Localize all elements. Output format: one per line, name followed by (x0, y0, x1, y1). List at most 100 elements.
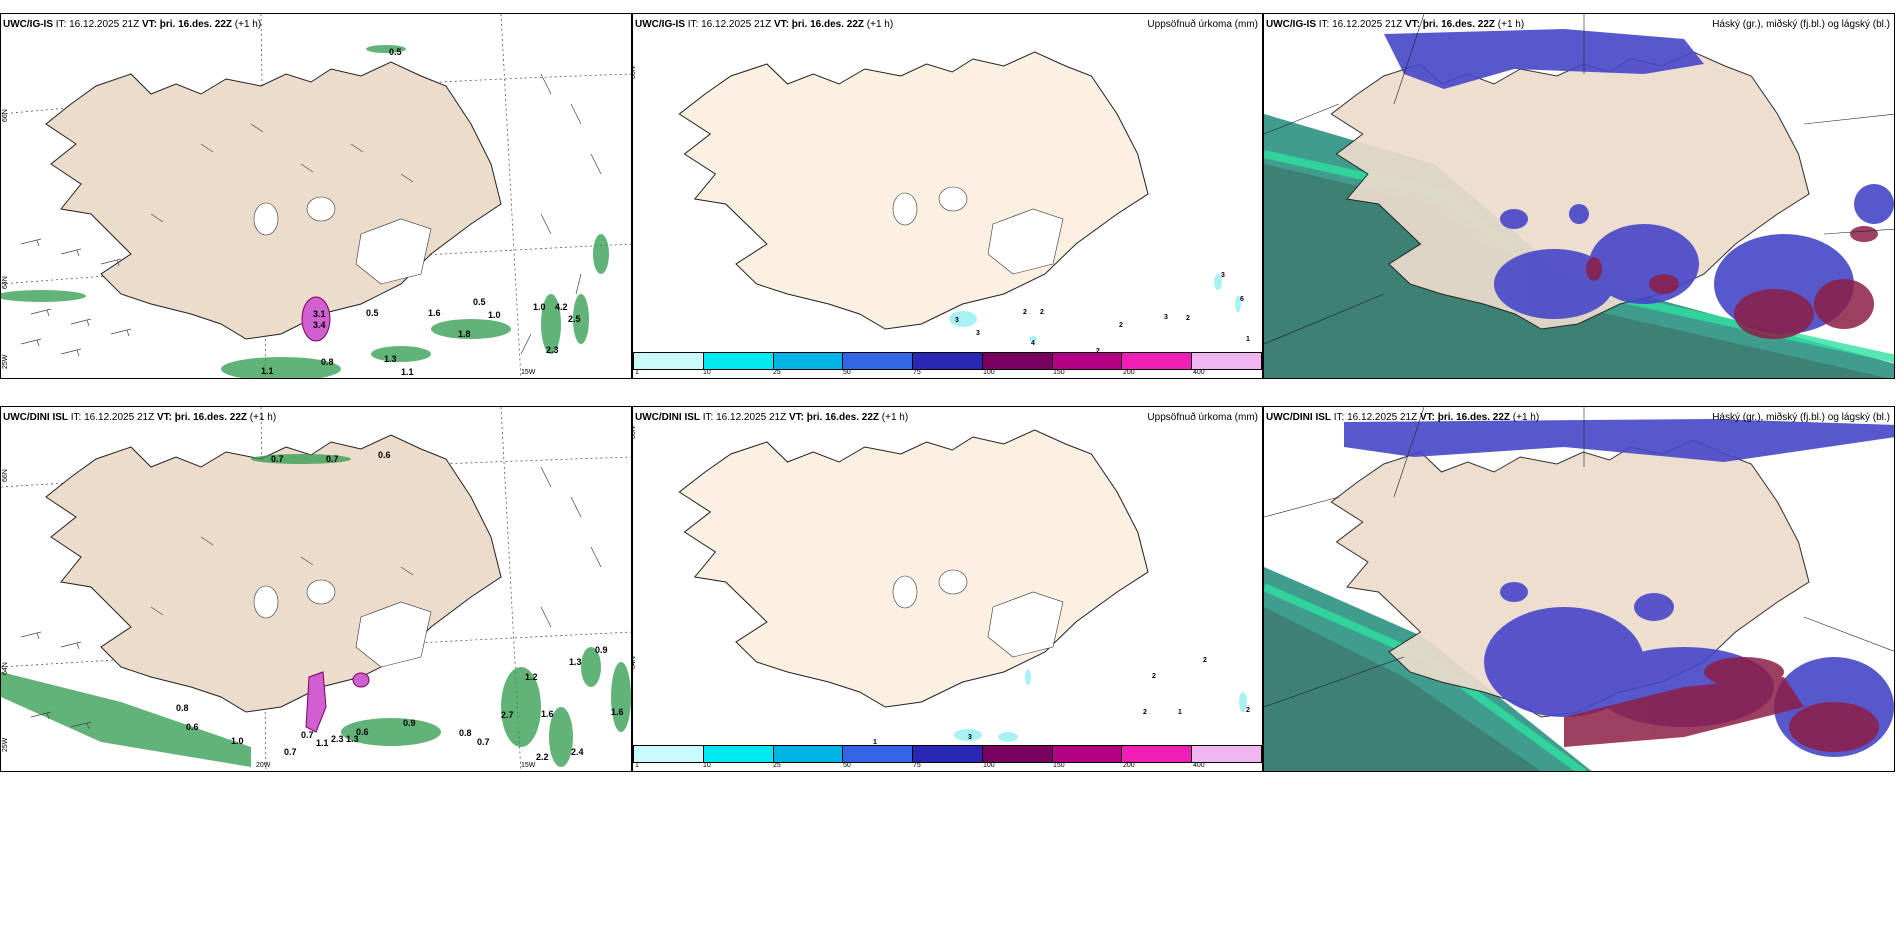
wind-value: 0.7 (326, 454, 339, 464)
wind-value: 0.7 (271, 454, 284, 464)
wind-value: 1.3 (346, 734, 359, 744)
wind-value: 1.6 (428, 308, 441, 318)
panel-header: UWC/DINI ISL IT: 16.12.2025 21Z VT: þri.… (635, 412, 909, 423)
cloud-map-row1: UWC/IG-IS IT: 16.12.2025 21Z VT: þri. 16… (1263, 13, 1895, 379)
colorbar-tick: 25 (773, 369, 781, 376)
lon-label-mid: 20W (256, 762, 271, 769)
colorbar-tick: 400 (1193, 762, 1205, 769)
wind-value: 1.3 (569, 657, 582, 667)
wind-value: 0.8 (459, 728, 472, 738)
precip-value: 2 (1119, 322, 1123, 329)
cloud-map-row2: UWC/DINI ISL IT: 16.12.2025 21Z VT: þri.… (1263, 406, 1895, 772)
colorbar-tick: 200 (1123, 762, 1135, 769)
colorbar-tick: 1 (635, 762, 639, 769)
wind-value: 0.5 (389, 47, 402, 57)
colorbar-segment (1052, 746, 1123, 762)
precip-value: 2 (1143, 709, 1147, 716)
precip-colorbar (633, 745, 1262, 763)
precip-colorbar (633, 352, 1262, 370)
wind-value: 0.5 (473, 297, 486, 307)
colorbar-tick: 1 (635, 369, 639, 376)
wind-value: 1.0 (231, 736, 244, 746)
colorbar-segment (913, 353, 983, 369)
precip-value: 3 (968, 734, 972, 741)
wind-value: 1.0 (488, 310, 501, 320)
colorbar-tick: 150 (1053, 369, 1065, 376)
wind-precip-map-row1: UWC/IG-IS IT: 16.12.2025 21Z VT: þri. 16… (0, 13, 632, 379)
colorbar-segment (634, 746, 704, 762)
wind-value: 0.9 (403, 718, 416, 728)
colorbar-tick: 75 (913, 762, 921, 769)
colorbar-segment (1052, 353, 1123, 369)
colorbar-tick: 25 (773, 762, 781, 769)
precip-title: Uppsöfnuð úrkoma (mm) (1147, 412, 1258, 423)
wind-barbs (20, 73, 602, 357)
colorbar-segment (1192, 353, 1262, 369)
panel-header: UWC/IG-IS IT: 16.12.2025 21Z VT: þri. 16… (1266, 19, 1525, 30)
colorbar-segment (773, 746, 844, 762)
precip-value: 2 (1096, 348, 1100, 355)
lat-label-mid: 64N (2, 276, 9, 289)
wind-value: 3.1 (313, 309, 326, 319)
wind-value: 0.7 (301, 730, 314, 740)
colorbar-segment (1122, 353, 1193, 369)
colorbar-segment (982, 746, 1053, 762)
wind-value: 2.7 (501, 710, 514, 720)
colorbar-segment (982, 353, 1053, 369)
colorbar-segment (913, 746, 983, 762)
wind-value: 2.3 (546, 345, 559, 355)
wind-value: 1.3 (384, 354, 397, 364)
panel-header: UWC/DINI ISL IT: 16.12.2025 21Z VT: þri.… (3, 412, 277, 423)
colorbar-tick: 10 (703, 369, 711, 376)
colorbar-tick: 75 (913, 369, 921, 376)
precip-value: 2 (1152, 673, 1156, 680)
precip-value: 2 (1186, 315, 1190, 322)
panel-header: UWC/DINI ISL IT: 16.12.2025 21Z VT: þri.… (1266, 412, 1540, 423)
lat-label-top: 66N (632, 66, 637, 79)
precip-value: 2 (1040, 309, 1044, 316)
wind-value: 3.4 (313, 320, 326, 330)
wind-value: 1.1 (401, 367, 414, 377)
precip-value: 2 (1203, 657, 1207, 664)
wind-value: 2.2 (536, 752, 549, 762)
precip-value: 6 (1240, 296, 1244, 303)
colorbar-tick: 50 (843, 369, 851, 376)
lat-label-top: 66N (2, 469, 9, 482)
colorbar-tick: 100 (983, 369, 995, 376)
colorbar-ticks: 1 10 25 50 75 100 150 200 400 (633, 762, 1262, 771)
wind-value: 0.6 (356, 727, 369, 737)
wind-value: 2.5 (568, 314, 581, 324)
iceland-precip-graphic (678, 429, 1247, 742)
cloud-title: Háský (gr.), miðský (fj.bl.) og lágský (… (1712, 19, 1890, 30)
precip-map-row2: UWC/DINI ISL IT: 16.12.2025 21Z VT: þri.… (632, 406, 1263, 772)
precip-value: 1 (873, 739, 877, 746)
colorbar-segment (773, 353, 844, 369)
precip-value: 3 (976, 330, 980, 337)
wind-value: 0.7 (477, 737, 490, 747)
precip-value: 1 (1178, 709, 1182, 716)
wind-value: 2.4 (571, 747, 584, 757)
wind-value: 0.8 (321, 357, 334, 367)
wind-value: 0.9 (595, 645, 608, 655)
colorbar-tick: 200 (1123, 369, 1135, 376)
colorbar-tick: 100 (983, 762, 995, 769)
panel-header: UWC/IG-IS IT: 16.12.2025 21Z VT: þri. 16… (635, 19, 894, 30)
wind-value: 0.6 (186, 722, 199, 732)
lat-label-mid: 64N (2, 662, 9, 675)
colorbar-segment (843, 746, 914, 762)
colorbar-tick: 150 (1053, 762, 1065, 769)
lat-label-mid: 64N (632, 656, 637, 669)
lon-label-left: 25W (2, 354, 9, 369)
cloud-cover-graphic (1264, 407, 1894, 771)
colorbar-segment (843, 353, 914, 369)
wind-value: 0.6 (378, 450, 391, 460)
iceland-map-graphic (1, 407, 631, 771)
wind-value: 0.7 (284, 747, 297, 757)
lat-label-top: 66N (2, 109, 9, 122)
colorbar-ticks: 1 10 25 50 75 100 150 200 400 (633, 369, 1262, 378)
cloud-title: Háský (gr.), miðský (fj.bl.) og lágský (… (1712, 412, 1890, 423)
iceland-map-graphic (1, 14, 631, 378)
lon-label-left: 25W (2, 737, 9, 752)
colorbar-segment (703, 353, 774, 369)
wind-value: 1.8 (458, 329, 471, 339)
